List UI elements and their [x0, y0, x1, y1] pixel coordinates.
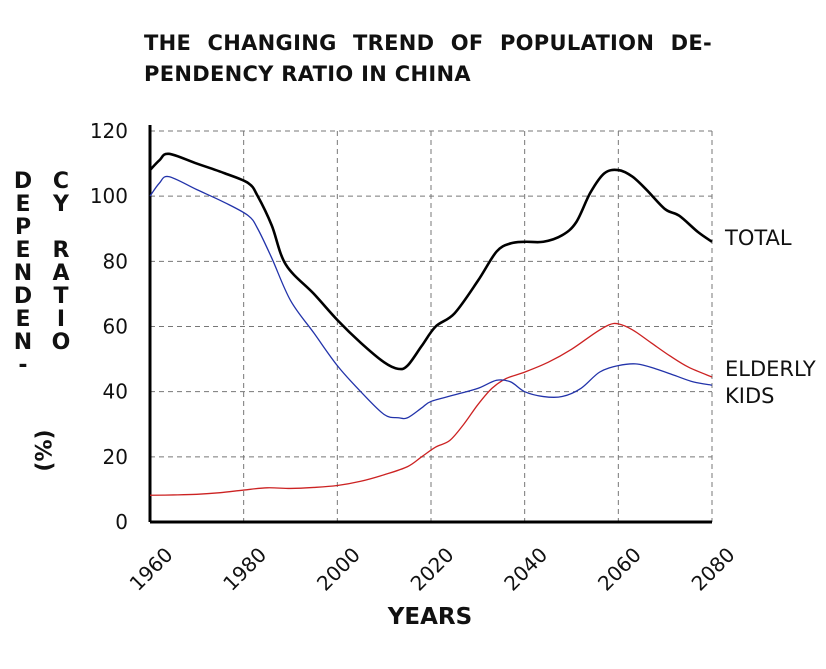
x-tick-label-2000: 2000 — [312, 543, 365, 596]
x-tick-label-1960: 1960 — [125, 543, 178, 596]
y-tick-label-40: 40 — [103, 380, 128, 404]
series-line-total — [149, 152, 713, 371]
legend: TOTAL KIDS ELDERLY — [724, 226, 816, 408]
legend-label-elderly: ELDERLY — [725, 357, 816, 381]
legend-label-kids: KIDS — [725, 384, 774, 408]
y-axis-label-line-1: D E P E N D E N - — [13, 169, 33, 378]
x-tick-label-2020: 2020 — [406, 543, 459, 596]
x-tick-label-2080: 2080 — [687, 543, 740, 596]
gridlines — [150, 130, 713, 522]
y-axis-label: D E P E N D E N - C Y R A T I O — [10, 170, 80, 470]
series-lines — [149, 152, 713, 496]
axes — [148, 125, 712, 524]
y-tick-label-60: 60 — [103, 315, 128, 339]
chart-title: THE CHANGING TREND OF POPULATION DE- PEN… — [144, 31, 712, 86]
y-tick-label-120: 120 — [90, 119, 128, 143]
x-tick-label-2040: 2040 — [499, 543, 552, 596]
y-tick-label-80: 80 — [103, 249, 128, 273]
x-tick-labels: 1960 1980 2000 2020 2040 2060 2080 — [125, 543, 740, 596]
x-tick-label-1980: 1980 — [218, 543, 271, 596]
x-tick-label-2060: 2060 — [593, 543, 646, 596]
legend-label-total: TOTAL — [724, 226, 792, 250]
y-tick-label-100: 100 — [90, 184, 128, 208]
y-axis-label-line-2: C Y R A T I O — [51, 169, 71, 355]
y-tick-labels: 0 20 40 60 80 100 120 — [90, 119, 128, 534]
series-line-elderly — [149, 322, 713, 496]
y-tick-label-20: 20 — [103, 445, 128, 469]
y-tick-label-0: 0 — [115, 510, 128, 534]
x-axis-label: YEARS — [387, 604, 473, 630]
series-line-kids — [149, 175, 713, 420]
